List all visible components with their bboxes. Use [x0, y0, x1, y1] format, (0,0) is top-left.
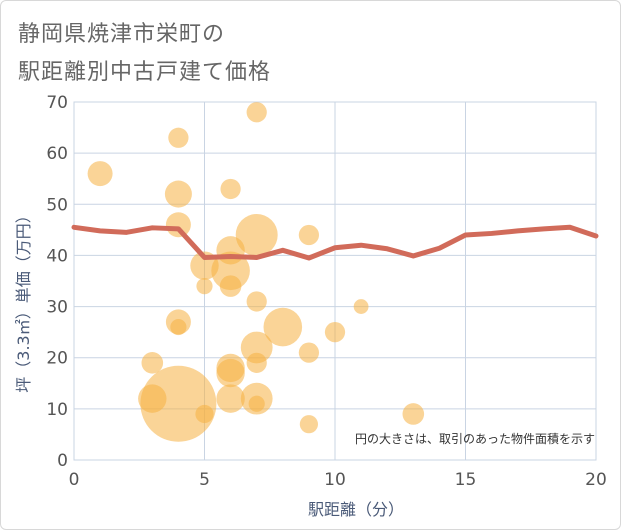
average-line-layer	[71, 224, 599, 261]
data-bubble	[248, 395, 265, 412]
data-bubble	[246, 352, 267, 373]
data-bubble	[216, 384, 245, 413]
x-axis-label: 駅距離（分）	[308, 500, 404, 519]
data-bubble	[299, 415, 318, 434]
data-bubble	[164, 180, 192, 208]
average-price-line	[71, 224, 599, 261]
data-bubble	[138, 384, 167, 413]
data-bubble	[246, 291, 267, 312]
bubble-layer	[87, 102, 425, 442]
data-bubble	[402, 403, 425, 425]
data-bubble	[298, 342, 320, 363]
x-tick-label: 5	[199, 470, 210, 490]
data-bubble	[170, 318, 187, 336]
data-bubble	[324, 322, 346, 343]
data-bubble	[168, 127, 189, 148]
y-tick-label: 40	[46, 246, 68, 266]
y-tick-label: 50	[46, 195, 68, 215]
data-bubble	[216, 358, 245, 388]
y-tick-label: 10	[46, 400, 68, 420]
data-bubble	[165, 212, 191, 238]
data-bubble	[211, 251, 250, 291]
y-tick-label: 0	[57, 451, 68, 471]
data-bubble	[220, 178, 241, 200]
y-tick-label: 60	[46, 144, 68, 164]
tick-labels: 0 5 10 15 20 0 10 20 30 40 50 60 70	[46, 93, 606, 490]
x-tick-label: 0	[69, 470, 80, 490]
y-axis-label: 坪（3.3㎡）単価（万円）	[14, 207, 33, 392]
y-tick-label: 20	[46, 349, 68, 369]
x-tick-label: 15	[455, 470, 477, 490]
chart-title-line2: 駅距離別中古戸建て価格	[18, 60, 272, 85]
data-bubble	[240, 331, 273, 364]
chart-title-line1: 静岡県焼津市栄町の	[18, 22, 226, 47]
data-bubble	[196, 278, 213, 295]
data-bubble	[235, 213, 278, 256]
bubble-size-note: 円の大きさは、取引のあった物件面積を示す	[355, 431, 595, 446]
y-tick-label: 70	[46, 93, 68, 113]
data-bubble	[216, 236, 245, 265]
data-bubble	[141, 352, 164, 374]
data-bubble	[87, 161, 113, 187]
x-tick-label: 20	[585, 470, 607, 490]
data-bubble	[195, 404, 214, 424]
data-bubble	[246, 102, 267, 123]
data-bubble	[353, 299, 369, 314]
data-bubble	[219, 275, 242, 297]
data-bubble	[140, 365, 217, 442]
y-tick-label: 30	[46, 298, 68, 318]
data-bubble	[298, 224, 320, 246]
x-tick-label: 10	[324, 470, 346, 490]
data-bubble	[263, 307, 303, 347]
